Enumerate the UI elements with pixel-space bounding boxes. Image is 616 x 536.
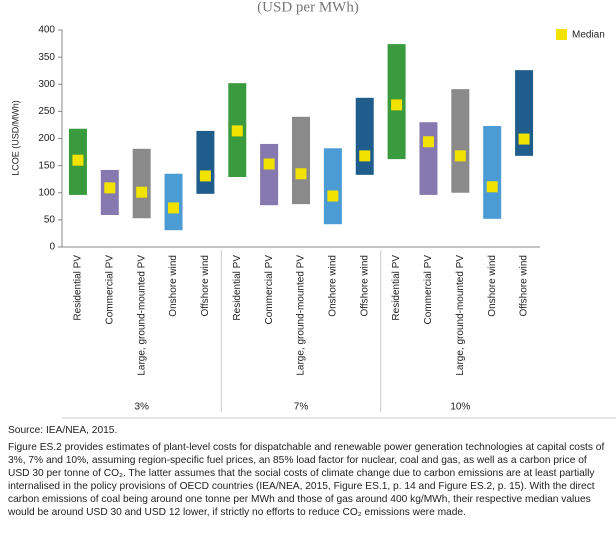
median-marker xyxy=(518,133,530,145)
x-tick-label: Residential PV xyxy=(232,255,243,321)
x-tick-label: Onshore wind xyxy=(168,255,179,317)
median-marker xyxy=(295,168,307,180)
median-marker xyxy=(486,181,498,193)
x-tick-label: Large, ground-mounted PV xyxy=(455,255,466,376)
y-tick-label: 300 xyxy=(38,79,55,90)
median-marker xyxy=(422,136,434,148)
legend-swatch xyxy=(556,29,567,40)
range-bar xyxy=(292,116,310,205)
y-tick-label: 400 xyxy=(38,25,55,36)
x-tick-label: Onshore wind xyxy=(487,255,498,317)
group-label: 3% xyxy=(134,402,149,413)
range-bar xyxy=(355,97,374,175)
median-marker xyxy=(391,99,403,111)
median-marker xyxy=(359,150,371,162)
group-label: 7% xyxy=(294,402,309,413)
y-tick-label: 0 xyxy=(49,242,55,253)
x-tick-label: Commercial PV xyxy=(104,255,115,325)
range-bar xyxy=(451,89,470,193)
x-tick-label: Offshore wind xyxy=(359,255,370,317)
range-bar xyxy=(132,148,151,219)
median-marker xyxy=(72,154,84,166)
y-tick-label: 200 xyxy=(38,133,55,144)
y-tick-label: 250 xyxy=(38,106,55,117)
chart: (USD per MWh) LCOE (USD/MWh) 0 50 100 150 20… xyxy=(10,0,616,419)
median-marker xyxy=(168,202,180,214)
median-marker xyxy=(104,182,116,194)
chart-title: (USD per MWh) xyxy=(257,0,359,15)
x-tick-label: Residential PV xyxy=(391,255,402,321)
y-tick-label: 100 xyxy=(38,187,55,198)
median-marker xyxy=(263,158,275,170)
caption: Figure ES.2 provides estimates of plant-… xyxy=(8,442,605,518)
median-marker xyxy=(199,170,211,182)
y-tick-label: 50 xyxy=(44,215,56,226)
median-marker xyxy=(327,190,339,202)
x-tick-label: Commercial PV xyxy=(264,255,275,325)
x-tick-label: Residential PV xyxy=(73,255,84,321)
group-label: 10% xyxy=(450,402,470,413)
legend-label: Median xyxy=(572,30,605,41)
x-tick-label: Offshore wind xyxy=(519,255,530,317)
range-bar xyxy=(164,173,183,231)
range-bar xyxy=(419,122,438,195)
range-bar xyxy=(196,130,215,194)
median-marker xyxy=(231,125,243,137)
y-tick-label: 350 xyxy=(38,52,55,63)
x-tick-label: Onshore wind xyxy=(328,255,339,317)
source: Source: IEA/NEA, 2015. xyxy=(8,425,118,436)
range-bar xyxy=(323,148,342,225)
y-tick-label: 150 xyxy=(38,160,55,171)
footer: Source: IEA/NEA, 2015. Figure ES.2 provi… xyxy=(8,424,608,523)
range-bar xyxy=(260,143,279,206)
median-marker xyxy=(136,186,148,198)
range-bar xyxy=(483,126,502,219)
x-tick-label: Commercial PV xyxy=(423,255,434,325)
x-tick-label: Offshore wind xyxy=(200,255,211,317)
x-tick-label: Large, ground-mounted PV xyxy=(296,255,307,376)
y-axis-label: LCOE (USD/MWh) xyxy=(10,100,20,176)
median-marker xyxy=(454,150,466,162)
x-tick-label: Large, ground-mounted PV xyxy=(136,255,147,376)
